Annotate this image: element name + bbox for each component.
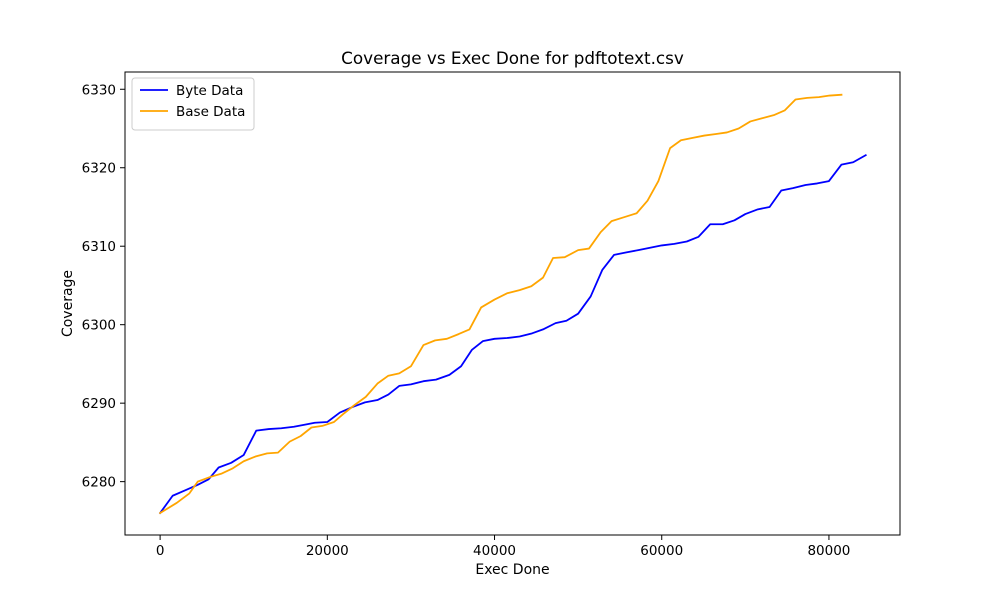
y-tick-label: 6280: [82, 475, 116, 491]
x-tick-label: 60000: [640, 543, 683, 559]
legend-label-base-data: Base Data: [176, 104, 245, 120]
x-tick-label: 0: [156, 543, 165, 559]
y-tick-label: 6310: [82, 239, 116, 255]
y-tick-label: 6300: [82, 318, 116, 334]
plot-frame: [124, 71, 901, 536]
series-line-base-data: [158, 93, 843, 515]
x-tick-label: 80000: [807, 543, 850, 559]
y-tick-label: 6320: [82, 161, 116, 177]
y-tick-label: 6290: [82, 396, 116, 412]
chart-title: Coverage vs Exec Done for pdftotext.csv: [341, 48, 684, 68]
x-axis-label: Exec Done: [475, 562, 549, 578]
legend-box: [131, 77, 255, 131]
x-tick-label: 40000: [473, 543, 516, 559]
y-tick-label: 6330: [82, 82, 116, 98]
series-layer: [158, 93, 867, 515]
x-tick-label: 20000: [306, 543, 349, 559]
x-axis: 0 20000 40000 60000 80000: [156, 535, 850, 559]
series-line-byte-data: [158, 153, 867, 515]
legend: Byte Data Base Data: [131, 77, 255, 131]
y-axis: 6280 6290 6300 6310 6320 6330: [82, 82, 125, 491]
y-axis-label: Coverage: [60, 270, 76, 337]
legend-label-byte-data: Byte Data: [176, 83, 243, 99]
legend-entries: Byte Data Base Data: [140, 83, 245, 120]
